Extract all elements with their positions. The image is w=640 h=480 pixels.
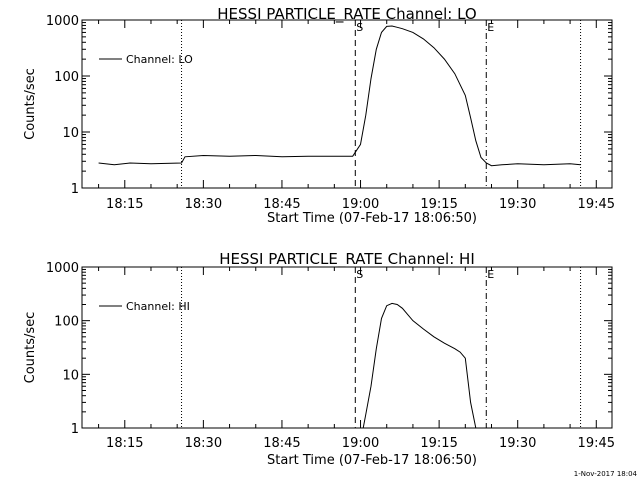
marker-label: S [356,21,363,34]
chart-title: HESSI PARTICLE_RATE Channel: HI [219,250,475,269]
marker-label: S [356,268,363,281]
y-tick-label: 100 [54,70,79,85]
y-axis-label: Counts/sec [23,312,38,384]
lo-channel-panel: HESSI PARTICLE_RATE Channel: LO 1 10 100 100… [23,5,615,226]
marker-label: E [487,268,494,281]
legend-label: Channel: LO [126,53,193,66]
chart-title: HESSI PARTICLE_RATE Channel: LO [217,5,476,24]
y-tick-label: 1000 [46,14,79,29]
x-axis-label: Start Time (07-Feb-17 18:06:50) [267,211,477,226]
y-tick-label: 1000 [46,261,79,276]
series-line [362,302,477,429]
x-tick-label: 18:30 [185,197,222,212]
y-tick-label: 10 [62,126,79,141]
x-tick-label: 19:15 [420,197,457,212]
marker-label: E [487,21,494,34]
hi-channel-panel: HESSI PARTICLE_RATE Channel: HI 1 10 100 100… [23,250,615,468]
x-tick-label: 19:00 [342,197,379,212]
plot-frame [81,266,613,429]
y-axis-label: Counts/sec [23,68,38,140]
x-tick-label: 19:30 [499,436,536,451]
y-tick-label: 1 [71,422,79,437]
footer-timestamp: 1-Nov-2017 18:04 [574,470,638,478]
x-axis-label: Start Time (07-Feb-17 18:06:50) [267,453,477,468]
x-tick-label: 18:30 [185,436,222,451]
x-tick-label: 18:45 [263,197,300,212]
y-tick-label: 100 [54,315,79,330]
x-tick-label: 18:15 [106,197,143,212]
y-tick-label: 10 [62,368,79,383]
x-tick-label: 19:45 [578,436,615,451]
x-tick-label: 19:30 [499,197,536,212]
x-tick-label: 19:00 [342,436,379,451]
x-tick-label: 19:15 [420,436,457,451]
x-tick-label: 18:15 [106,436,143,451]
series-line [98,25,581,167]
plot-frame [81,19,613,189]
legend-label: Channel: HI [126,300,190,313]
y-tick-label: 1 [71,182,79,197]
x-tick-label: 18:45 [263,436,300,451]
x-tick-label: 19:45 [578,197,615,212]
